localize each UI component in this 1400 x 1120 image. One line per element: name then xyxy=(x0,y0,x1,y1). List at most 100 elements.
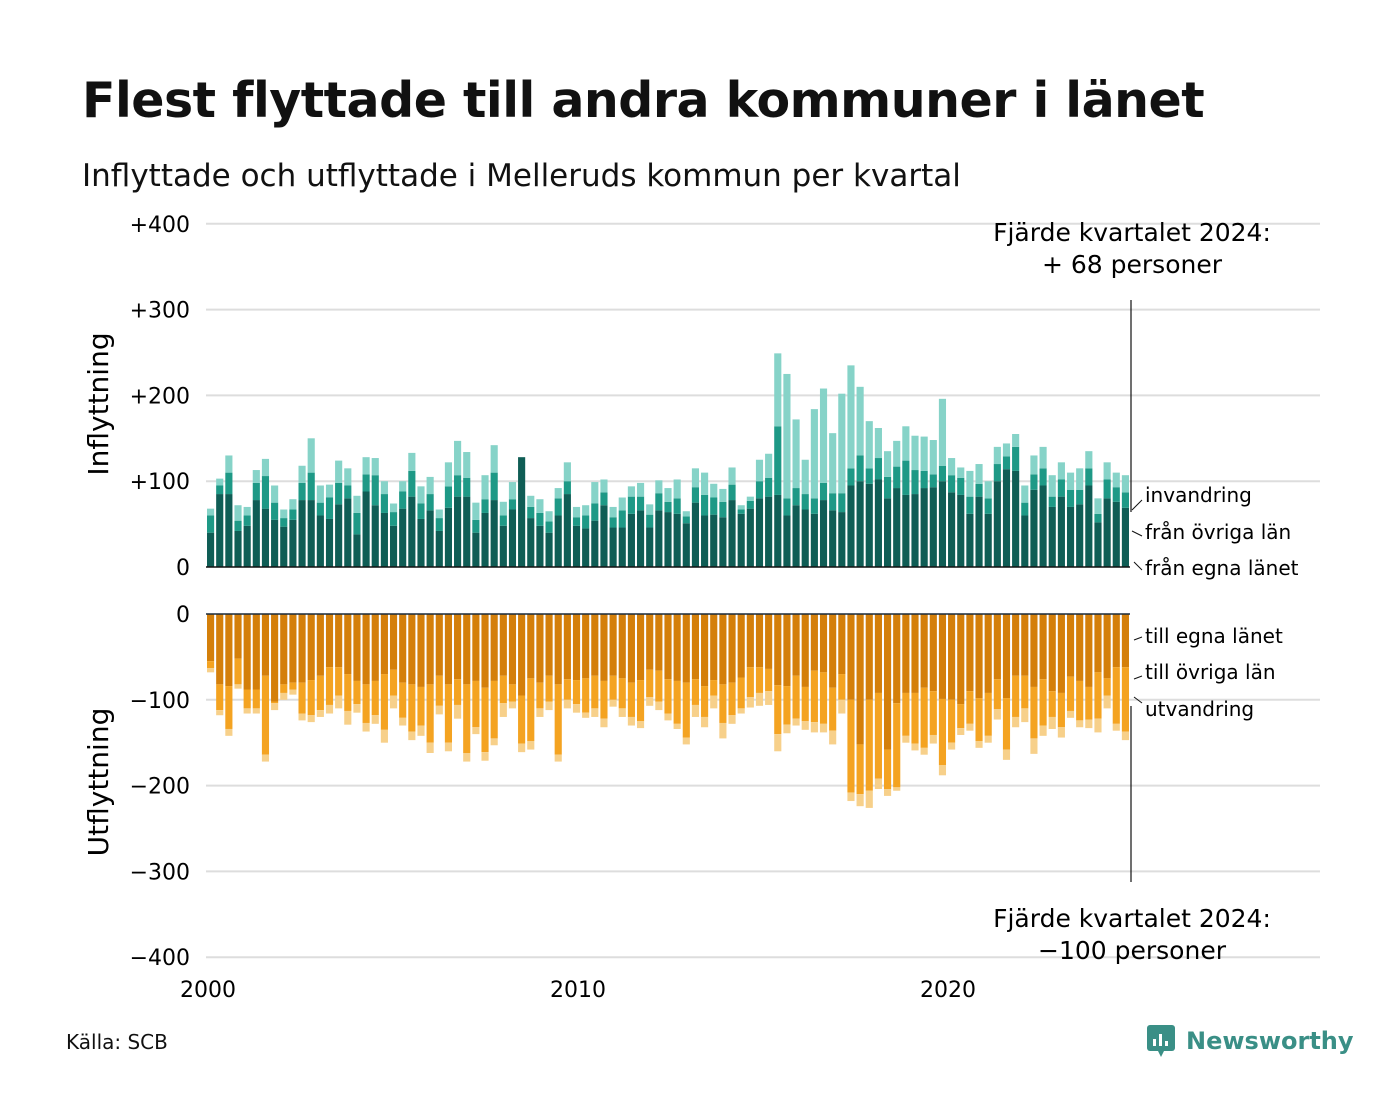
bar-to-own-county xyxy=(1112,614,1120,668)
bar-immigration xyxy=(499,501,507,516)
bar-emigration xyxy=(417,725,425,736)
bar-from-own-county xyxy=(298,500,306,567)
y-tick-label: +200 xyxy=(130,384,190,409)
bar-emigration xyxy=(307,715,315,723)
bar-from-other-counties xyxy=(527,506,535,519)
bar-from-own-county xyxy=(591,520,599,567)
bar-from-other-counties xyxy=(289,509,297,520)
bar-immigration xyxy=(463,452,471,478)
bar-immigration xyxy=(783,373,791,499)
bar-from-other-counties xyxy=(271,502,279,520)
bar-from-other-counties xyxy=(902,460,910,495)
bar-to-own-county xyxy=(234,614,242,659)
bar-emigration xyxy=(216,710,224,716)
bar-from-other-counties xyxy=(417,503,425,519)
bar-emigration xyxy=(481,752,489,761)
bar-immigration xyxy=(618,497,626,511)
bar-from-own-county xyxy=(490,500,498,567)
bar-from-other-counties xyxy=(801,494,809,510)
bar-emigration xyxy=(984,735,992,743)
bar-to-other-counties xyxy=(627,682,635,717)
bar-emigration xyxy=(664,713,672,721)
bar-from-other-counties xyxy=(280,518,288,527)
bar-to-own-county xyxy=(755,614,764,668)
bar-to-own-county xyxy=(371,614,379,681)
bar-emigration xyxy=(938,765,947,776)
bar-to-other-counties xyxy=(554,684,562,755)
bar-immigration xyxy=(307,438,315,473)
bar-emigration xyxy=(243,708,251,714)
bar-to-own-county xyxy=(984,614,992,693)
bar-to-other-counties xyxy=(454,679,462,705)
bar-to-own-county xyxy=(691,614,700,680)
bar-to-other-counties xyxy=(819,672,828,724)
bar-to-own-county xyxy=(948,614,956,700)
bar-to-own-county xyxy=(847,614,855,700)
bar-to-own-county xyxy=(957,614,965,705)
bar-from-own-county xyxy=(655,510,663,567)
bar-to-other-counties xyxy=(499,675,507,704)
bar-from-own-county xyxy=(993,481,1001,567)
bar-emigration xyxy=(252,708,260,714)
bar-emigration xyxy=(975,740,983,748)
y-tick-label: −300 xyxy=(130,860,190,885)
annotation-top-line1: Fjärde kvartalet 2024: xyxy=(993,218,1271,247)
bar-to-own-county xyxy=(618,614,626,679)
bar-from-other-counties xyxy=(508,499,517,510)
bar-from-own-county xyxy=(1057,496,1065,567)
bar-from-other-counties xyxy=(737,509,745,514)
bar-immigration xyxy=(902,426,910,461)
bar-emigration xyxy=(536,708,544,717)
bar-from-own-county xyxy=(325,518,334,567)
bar-to-own-county xyxy=(417,614,425,687)
bar-to-other-counties xyxy=(856,744,864,795)
bar-to-other-counties xyxy=(975,698,983,741)
bar-to-own-county xyxy=(673,614,681,681)
bar-from-other-counties xyxy=(472,519,480,533)
bar-from-own-county xyxy=(746,508,754,567)
bar-to-other-counties xyxy=(755,667,764,693)
bar-immigration xyxy=(728,467,736,485)
bar-from-other-counties xyxy=(307,472,315,501)
bar-from-own-county xyxy=(243,525,251,567)
bar-to-other-counties xyxy=(691,679,700,705)
bar-to-own-county xyxy=(389,614,398,670)
bar-to-own-county xyxy=(627,614,635,683)
bar-to-other-counties xyxy=(389,669,398,696)
bar-from-own-county xyxy=(234,530,242,567)
bar-immigration xyxy=(673,479,681,499)
bar-to-other-counties xyxy=(929,691,937,735)
bar-to-other-counties xyxy=(865,699,873,791)
bar-emigration xyxy=(829,730,837,745)
bar-to-own-county xyxy=(792,614,800,676)
bar-from-own-county xyxy=(426,510,434,567)
bar-to-own-county xyxy=(636,614,645,681)
bar-to-other-counties xyxy=(261,675,270,755)
bar-emigration xyxy=(344,710,352,725)
bar-to-own-county xyxy=(261,614,270,676)
bar-emigration xyxy=(490,738,498,746)
bar-immigration xyxy=(1002,443,1011,457)
bar-immigration xyxy=(335,460,343,483)
bar-to-other-counties xyxy=(1002,698,1011,750)
bar-from-other-counties xyxy=(362,474,370,492)
bar-to-other-counties xyxy=(893,703,901,788)
bar-to-own-county xyxy=(490,614,498,681)
bar-to-own-county xyxy=(307,614,315,681)
bar-to-other-counties xyxy=(243,689,251,709)
bar-to-other-counties xyxy=(518,695,526,744)
bar-to-own-county xyxy=(426,614,434,685)
bar-from-other-counties xyxy=(234,520,242,531)
bar-from-other-counties xyxy=(701,494,709,516)
bar-immigration xyxy=(298,465,306,483)
bar-emigration xyxy=(737,708,745,714)
bar-from-other-counties xyxy=(572,517,581,526)
bar-from-other-counties xyxy=(920,470,928,489)
bar-immigration xyxy=(527,495,535,507)
bar-immigration xyxy=(1112,472,1120,488)
bars xyxy=(207,353,1129,808)
bar-from-own-county xyxy=(472,532,480,567)
bar-from-own-county xyxy=(508,509,517,567)
bar-from-other-counties xyxy=(454,475,462,497)
bar-to-own-county xyxy=(737,614,745,678)
